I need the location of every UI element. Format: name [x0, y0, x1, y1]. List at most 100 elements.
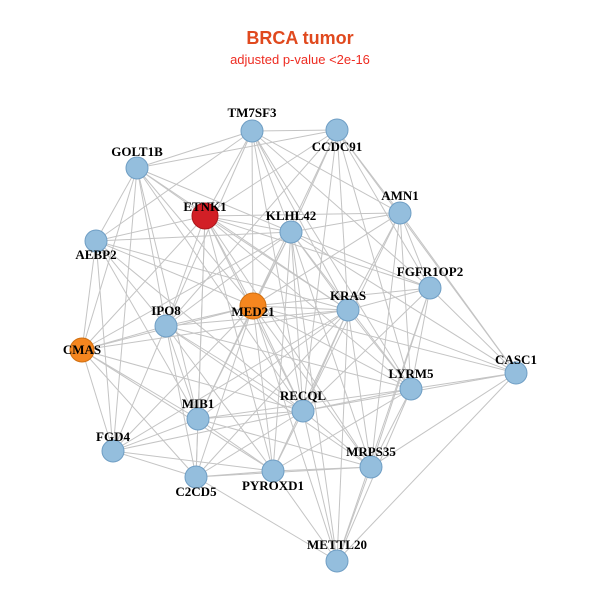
node-MED21 — [239, 292, 267, 320]
edge-CCDC91-MED21 — [252, 129, 338, 307]
node-AEBP2 — [84, 229, 108, 253]
node-label-AMN1: AMN1 — [381, 188, 419, 203]
node-GOLT1B — [125, 156, 149, 180]
node-CASC1 — [504, 361, 528, 385]
edge-KLHL42-PYROXD1 — [272, 231, 292, 472]
edge-MED21-LYRM5 — [252, 305, 412, 390]
node-label-ETNK1: ETNK1 — [183, 199, 226, 214]
edge-AEBP2-KRAS — [95, 240, 349, 311]
edge-TM7SF3-AEBP2 — [95, 130, 253, 242]
edge-FGD4-C2CD5 — [112, 450, 197, 478]
edge-FGFR1OP2-METTL20 — [336, 287, 431, 562]
edge-PYROXD1-METTL20 — [272, 470, 338, 562]
node-label-PYROXD1: PYROXD1 — [242, 478, 304, 493]
node-LYRM5 — [399, 377, 423, 401]
edge-ETNK1-IPO8 — [165, 215, 206, 327]
edge-TM7SF3-RECQL — [251, 130, 304, 412]
node-CCDC91 — [325, 118, 349, 142]
edge-CCDC91-ETNK1 — [204, 129, 338, 217]
edge-AEBP2-MED21 — [95, 240, 254, 307]
edge-KLHL42-CMAS — [81, 231, 292, 351]
edge-FGFR1OP2-KRAS — [347, 287, 431, 311]
node-KLHL42 — [279, 220, 303, 244]
edge-MED21-C2CD5 — [195, 305, 254, 478]
edge-GOLT1B-IPO8 — [136, 167, 167, 327]
node-C2CD5 — [184, 465, 208, 489]
edge-IPO8-FGD4 — [112, 325, 167, 452]
node-label-MRPS35: MRPS35 — [346, 444, 396, 459]
node-KRAS — [336, 298, 360, 322]
node-label-MIB1: MIB1 — [182, 396, 215, 411]
edge-IPO8-MRPS35 — [165, 325, 372, 468]
node-label-LYRM5: LYRM5 — [388, 366, 434, 381]
node-label-METTL20: METTL20 — [307, 537, 367, 552]
edge-MED21-PYROXD1 — [252, 305, 274, 472]
edge-MED21-METTL20 — [252, 305, 338, 562]
edge-TM7SF3-FGFR1OP2 — [251, 130, 431, 289]
node-IPO8 — [154, 314, 178, 338]
edge-CCDC91-KRAS — [336, 129, 349, 311]
node-label-TM7SF3: TM7SF3 — [227, 105, 277, 120]
edge-RECQL-FGD4 — [112, 410, 304, 452]
edge-ETNK1-CMAS — [81, 215, 206, 351]
edge-CASC1-METTL20 — [336, 372, 517, 562]
edge-CCDC91-FGFR1OP2 — [336, 129, 431, 289]
edge-TM7SF3-GOLT1B — [136, 130, 253, 169]
edge-KRAS-MRPS35 — [347, 309, 372, 468]
edge-KLHL42-METTL20 — [290, 231, 338, 562]
edge-CMAS-MIB1 — [81, 349, 199, 420]
edge-FGFR1OP2-RECQL — [302, 287, 431, 412]
edge-TM7SF3-KRAS — [251, 130, 349, 311]
edge-AEBP2-FGD4 — [95, 240, 114, 452]
node-label-MED21: MED21 — [231, 304, 274, 319]
edge-C2CD5-PYROXD1 — [195, 470, 274, 478]
node-label-KLHL42: KLHL42 — [266, 208, 317, 223]
edge-KRAS-CMAS — [81, 309, 349, 351]
edge-FGFR1OP2-CASC1 — [429, 287, 517, 374]
edge-KRAS-LYRM5 — [347, 309, 412, 390]
edge-MED21-RECQL — [252, 305, 304, 412]
edge-MED21-MRPS35 — [252, 305, 372, 468]
node-TM7SF3 — [240, 119, 264, 143]
edge-TM7SF3-MED21 — [251, 130, 254, 307]
edge-LYRM5-RECQL — [302, 388, 412, 412]
node-MIB1 — [186, 407, 210, 431]
edge-CCDC91-LYRM5 — [336, 129, 412, 390]
edge-KRAS-CASC1 — [347, 309, 517, 374]
node-label-FGD4: FGD4 — [96, 429, 130, 444]
edge-AMN1-LYRM5 — [399, 212, 412, 390]
edge-AEBP2-IPO8 — [95, 240, 167, 327]
edge-KRAS-C2CD5 — [195, 309, 349, 478]
node-label-C2CD5: C2CD5 — [175, 484, 217, 499]
edge-GOLT1B-AEBP2 — [95, 167, 138, 242]
edge-AMN1-FGFR1OP2 — [399, 212, 431, 289]
edge-RECQL-METTL20 — [302, 410, 338, 562]
edge-AMN1-ETNK1 — [204, 212, 401, 217]
edge-KLHL42-RECQL — [290, 231, 304, 412]
edge-TM7SF3-ETNK1 — [204, 130, 253, 217]
edge-KRAS-MED21 — [252, 305, 349, 311]
edge-KLHL42-IPO8 — [165, 231, 292, 327]
edge-ETNK1-LYRM5 — [204, 215, 412, 390]
node-METTL20 — [325, 549, 349, 573]
edge-AEBP2-RECQL — [95, 240, 304, 412]
edge-AEBP2-CMAS — [81, 240, 97, 351]
edge-RECQL-C2CD5 — [195, 410, 304, 478]
node-label-KRAS: KRAS — [330, 288, 366, 303]
labels-layer: TM7SF3 CCDC91 GOLT1B AMN1 ETNK1 KLHL42 AEBP2 FG… — [63, 105, 537, 552]
edge-KRAS-METTL20 — [336, 309, 349, 562]
node-label-AEBP2: AEBP2 — [75, 247, 116, 262]
edge-KLHL42-FGFR1OP2 — [290, 231, 431, 289]
edge-LYRM5-MRPS35 — [370, 388, 412, 468]
edge-FGD4-PYROXD1 — [112, 450, 274, 472]
edge-ETNK1-MRPS35 — [204, 215, 372, 468]
node-label-FGFR1OP2: FGFR1OP2 — [397, 264, 463, 279]
edge-CMAS-FGD4 — [81, 349, 114, 452]
edge-ETNK1-PYROXD1 — [204, 215, 274, 472]
edge-CCDC91-GOLT1B — [136, 129, 338, 169]
edge-FGFR1OP2-LYRM5 — [410, 287, 431, 390]
node-label-CASC1: CASC1 — [495, 352, 537, 367]
edge-TM7SF3-CCDC91 — [251, 129, 338, 132]
node-CMAS — [69, 337, 95, 363]
